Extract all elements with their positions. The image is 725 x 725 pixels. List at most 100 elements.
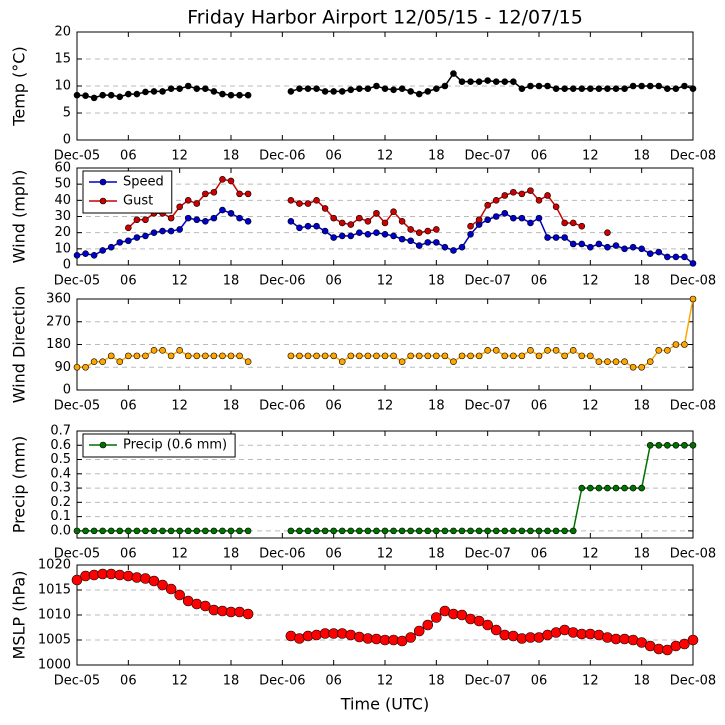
data-point [330,88,337,95]
data-point [433,527,440,535]
x-tick-label: 12 [377,547,394,562]
data-point [227,352,235,360]
data-point [441,352,449,360]
data-point [552,203,560,211]
data-point [561,527,568,535]
data-point [638,363,645,371]
data-point [99,527,106,535]
x-tick-label: 06 [531,674,548,689]
legend-label: Precip (0.6 mm) [123,438,227,453]
y-tick-label: 180 [46,337,71,352]
y-tick-label: 1000 [38,658,71,673]
data-point [638,484,645,492]
y-tick-label: 1005 [38,633,71,648]
data-point [184,197,192,204]
data-point [407,237,414,245]
plot-frame [76,167,694,266]
data-point [200,600,211,612]
data-point [450,527,457,535]
data-point [415,352,423,360]
data-point [604,229,611,236]
data-point [422,619,434,631]
data-point [338,88,346,95]
data-point [689,441,697,449]
data-point [390,232,397,240]
data-point [338,358,346,365]
data-point [321,88,329,95]
data-point [116,239,124,246]
data-point [441,527,449,535]
x-tick-label: Dec-06 [259,674,305,689]
data-point [116,358,124,365]
data-point [689,260,697,267]
x-tick-label: 18 [223,274,240,289]
data-point [664,85,671,92]
data-point [338,232,346,240]
data-point [356,527,363,535]
data-point [219,90,226,98]
data-point [433,226,440,233]
data-point [433,85,440,92]
y-tick-label: 20 [54,25,71,40]
data-point [492,347,500,354]
data-point [604,85,611,92]
data-point [672,253,680,261]
y-axis-label: Temp (°C) [10,46,29,126]
data-point [219,206,226,214]
y-axis-label: Wind Direction [10,286,29,404]
data-point [202,190,209,198]
data-point [90,252,98,259]
data-point [373,229,380,236]
data-point [244,91,252,99]
data-point [544,347,551,354]
data-point [287,352,295,360]
data-point [604,358,611,365]
data-point [90,358,98,365]
data-point [176,85,183,92]
data-point [167,85,175,92]
x-tick-label: 12 [377,399,394,414]
data-point [330,214,337,222]
data-point [373,352,380,360]
data-point [535,214,543,222]
data-point [467,222,474,230]
data-point [287,218,295,225]
data-point [236,190,243,198]
data-point [347,86,355,94]
data-point [621,85,628,92]
data-point [441,82,449,90]
x-tick-label: 12 [171,274,188,289]
data-point [458,243,466,251]
data-point [681,82,688,90]
data-point [535,197,543,204]
data-point [518,527,526,535]
data-point [356,85,363,92]
y-tick-label: 30 [54,209,71,224]
data-point [296,224,303,232]
data-point [210,352,218,360]
data-point [527,187,534,194]
data-point [672,341,680,348]
data-point [159,347,166,354]
data-point [313,352,320,360]
data-point [544,192,551,199]
data-point [184,214,192,222]
data-point [364,218,372,225]
data-point [561,85,568,92]
data-point [604,243,611,251]
data-point [176,226,183,233]
data-point [595,484,603,492]
data-point [296,85,303,92]
data-point [125,527,132,535]
data-point [501,527,509,535]
data-point [527,527,534,535]
data-point [679,638,690,650]
data-point [535,352,543,360]
x-tick-label: 12 [582,399,599,414]
data-point [381,352,389,360]
data-point [193,85,201,92]
data-point [313,197,320,204]
data-point [484,347,491,354]
data-point [125,352,132,360]
